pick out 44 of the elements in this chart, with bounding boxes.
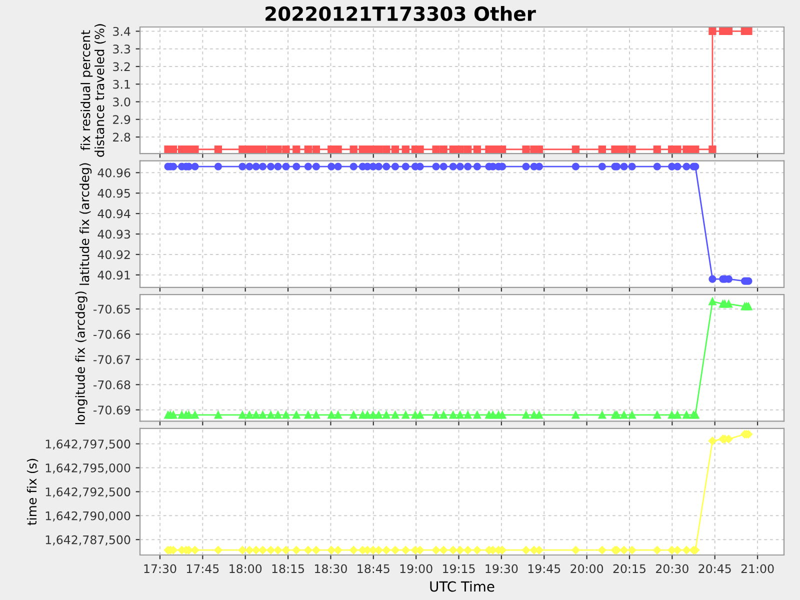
x-tick-label: 19:15 <box>443 564 475 574</box>
y-tick-label: 40.96 <box>98 168 130 178</box>
y-tick-label: 3.0 <box>113 97 130 106</box>
y-tick-label: 40.91 <box>98 270 130 280</box>
y-tick-label: 1,642,792,500 <box>46 487 130 498</box>
x-tick-label: 17:30 <box>144 564 176 574</box>
x-tick-label: 20:30 <box>656 564 688 574</box>
y-tick-label: 1,642,790,000 <box>46 511 130 522</box>
y-tick-label: 3.4 <box>113 26 130 36</box>
y-axis-title: latitude fix (arcdeg) <box>80 163 92 285</box>
y-tick-label: 3.1 <box>113 80 130 89</box>
y-axis-title: fix residual percent distance traveled (%) <box>80 24 106 157</box>
y-tick-label: -70.69 <box>93 406 130 415</box>
x-tick-label: 19:00 <box>400 564 432 574</box>
y-tick-label: -70.68 <box>93 380 130 390</box>
y-tick-label: 40.92 <box>98 250 130 260</box>
x-tick-label: 19:45 <box>528 564 560 574</box>
y-tick-label: 3.2 <box>113 62 130 72</box>
x-tick-label: 20:00 <box>570 564 604 574</box>
y-tick-label: 1,642,795,000 <box>46 463 130 474</box>
x-tick-label: 18:30 <box>314 564 347 574</box>
y-tick-label: -70.67 <box>93 355 130 364</box>
x-tick-label: 18:15 <box>272 564 304 574</box>
y-axis-title: time fix (s) <box>26 458 38 526</box>
x-tick-label: 18:00 <box>230 564 262 574</box>
x-tick-label: 20:15 <box>613 564 646 574</box>
x-tick-label: 20:45 <box>698 564 731 574</box>
chart-title: 20220121T173303 Other <box>266 6 536 22</box>
y-axis-title: longitude fix (arcdeg) <box>75 292 88 424</box>
y-tick-label: 40.95 <box>98 188 130 198</box>
x-tick-label: 19:30 <box>486 564 518 574</box>
x-tick-label: 18:45 <box>358 564 390 574</box>
y-tick-label: 1,642,787,500 <box>46 535 130 546</box>
y-tick-label: -70.65 <box>93 304 130 314</box>
y-tick-label: 2.8 <box>113 132 130 142</box>
y-tick-label: -70.66 <box>93 330 130 339</box>
y-tick-label: 40.93 <box>98 230 130 239</box>
x-axis-title: UTC Time <box>430 581 494 592</box>
y-tick-label: 3.3 <box>113 44 130 54</box>
y-tick-label: 40.94 <box>98 209 130 218</box>
x-tick-label: 17:45 <box>186 564 219 574</box>
y-tick-label: 2.9 <box>113 115 130 124</box>
y-tick-label: 1,642,797,500 <box>46 440 130 450</box>
x-tick-label: 21:00 <box>741 564 774 574</box>
